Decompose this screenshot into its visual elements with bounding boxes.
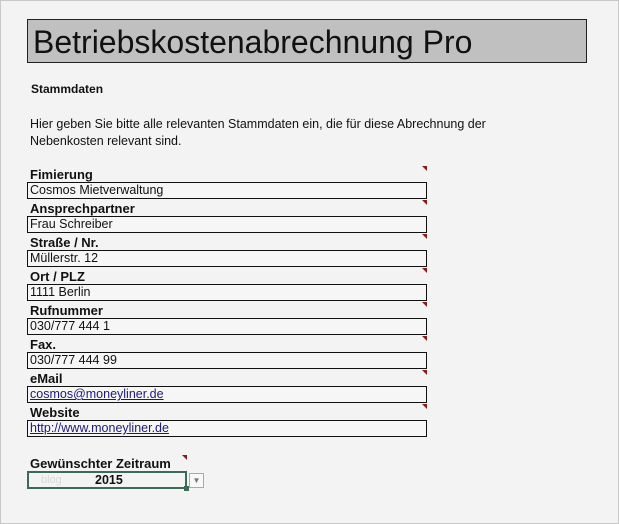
field-label-email: eMail bbox=[30, 371, 63, 386]
field-input-stra-e-nr[interactable]: Müllerstr. 12 bbox=[27, 250, 427, 267]
chevron-down-icon[interactable]: ▼ bbox=[189, 473, 204, 488]
field-input-website[interactable]: http://www.moneyliner.de bbox=[27, 420, 427, 437]
field-label-fax: Fax. bbox=[30, 337, 57, 352]
field-input-fimierung[interactable]: Cosmos Mietverwaltung bbox=[27, 182, 427, 199]
section-heading: Stammdaten bbox=[31, 82, 104, 96]
field-value: Müllerstr. 12 bbox=[30, 251, 99, 265]
watermark: blog bbox=[41, 474, 62, 486]
comment-marker-icon bbox=[422, 336, 427, 341]
field-link[interactable]: http://www.moneyliner.de bbox=[30, 421, 169, 435]
field-input-ort-plz[interactable]: 1111 Berlin bbox=[27, 284, 427, 301]
field-label-website: Website bbox=[30, 405, 80, 420]
field-value: 030/777 444 1 bbox=[30, 319, 110, 333]
comment-marker-icon bbox=[422, 200, 427, 205]
page-title: Betriebskostenabrechnung Pro bbox=[27, 19, 587, 63]
period-label: Gewünschter Zeitraum bbox=[30, 456, 171, 471]
comment-marker-icon bbox=[422, 302, 427, 307]
period-value: 2015 bbox=[95, 473, 123, 487]
comment-marker-icon bbox=[422, 234, 427, 239]
field-label-ansprechpartner: Ansprechpartner bbox=[30, 201, 135, 216]
field-value: 1111 Berlin bbox=[30, 285, 91, 299]
field-input-fax[interactable]: 030/777 444 99 bbox=[27, 352, 427, 369]
field-label-stra-e-nr: Straße / Nr. bbox=[30, 235, 99, 250]
field-link[interactable]: cosmos@moneyliner.de bbox=[30, 387, 164, 401]
fill-handle[interactable] bbox=[184, 486, 189, 491]
field-label-ort-plz: Ort / PLZ bbox=[30, 269, 85, 284]
comment-marker-icon bbox=[182, 455, 187, 460]
field-input-rufnummer[interactable]: 030/777 444 1 bbox=[27, 318, 427, 335]
comment-marker-icon bbox=[422, 268, 427, 273]
field-input-ansprechpartner[interactable]: Frau Schreiber bbox=[27, 216, 427, 233]
field-label-fimierung: Fimierung bbox=[30, 167, 93, 182]
comment-marker-icon bbox=[422, 370, 427, 375]
comment-marker-icon bbox=[422, 166, 427, 171]
period-select[interactable]: blog 2015 bbox=[27, 471, 187, 489]
field-input-email[interactable]: cosmos@moneyliner.de bbox=[27, 386, 427, 403]
field-value: 030/777 444 99 bbox=[30, 353, 117, 367]
field-value: Frau Schreiber bbox=[30, 217, 113, 231]
comment-marker-icon bbox=[422, 404, 427, 409]
intro-text: Hier geben Sie bitte alle relevanten Sta… bbox=[30, 117, 486, 148]
field-label-rufnummer: Rufnummer bbox=[30, 303, 103, 318]
field-value: Cosmos Mietverwaltung bbox=[30, 183, 164, 197]
